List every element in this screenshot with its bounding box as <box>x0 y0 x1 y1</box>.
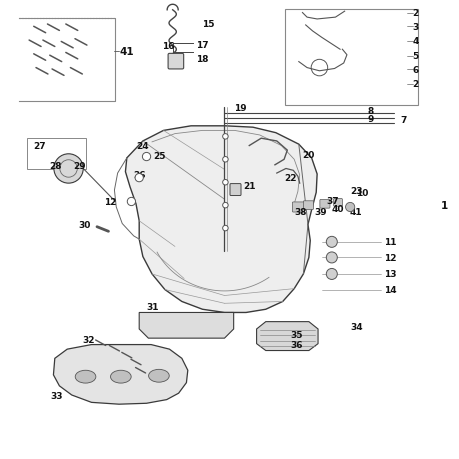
Text: 21: 21 <box>242 182 255 190</box>
Text: 41: 41 <box>348 207 361 217</box>
Text: 30: 30 <box>78 220 91 230</box>
Text: 12: 12 <box>104 197 116 207</box>
Text: 27: 27 <box>34 142 46 151</box>
Ellipse shape <box>110 370 131 383</box>
Text: 28: 28 <box>49 162 61 171</box>
Text: 18: 18 <box>195 55 207 64</box>
Text: 24: 24 <box>136 142 148 151</box>
Text: 41: 41 <box>119 47 134 57</box>
Text: 35: 35 <box>290 330 302 339</box>
Text: 37: 37 <box>325 196 338 206</box>
Text: 15: 15 <box>201 20 213 29</box>
Ellipse shape <box>148 369 169 382</box>
FancyBboxPatch shape <box>319 200 329 209</box>
Text: 7: 7 <box>400 116 406 125</box>
Text: 39: 39 <box>314 207 327 217</box>
Circle shape <box>325 252 336 263</box>
Circle shape <box>325 237 336 248</box>
Text: 23: 23 <box>349 186 362 195</box>
Text: 6: 6 <box>412 66 418 75</box>
Text: 20: 20 <box>302 151 314 160</box>
Circle shape <box>222 180 228 185</box>
Text: 2: 2 <box>412 80 418 89</box>
Text: 4: 4 <box>412 37 418 46</box>
Text: 33: 33 <box>50 391 62 400</box>
Text: 9: 9 <box>367 115 373 124</box>
Circle shape <box>127 198 135 206</box>
Polygon shape <box>125 127 316 313</box>
Circle shape <box>135 174 143 182</box>
Text: 17: 17 <box>195 41 208 50</box>
Text: 32: 32 <box>82 336 95 345</box>
FancyBboxPatch shape <box>285 10 417 106</box>
Text: 31: 31 <box>146 302 159 311</box>
Circle shape <box>345 203 354 212</box>
Text: 40: 40 <box>331 204 344 213</box>
Polygon shape <box>139 313 233 338</box>
Circle shape <box>222 134 228 140</box>
Circle shape <box>142 153 151 161</box>
Text: 2: 2 <box>412 9 418 18</box>
Text: 26: 26 <box>133 171 145 180</box>
Circle shape <box>222 157 228 162</box>
Text: 22: 22 <box>284 174 296 183</box>
Text: 25: 25 <box>153 152 165 161</box>
Text: 5: 5 <box>412 52 418 61</box>
FancyBboxPatch shape <box>292 202 304 213</box>
Text: 19: 19 <box>233 104 246 113</box>
Text: 13: 13 <box>383 270 395 279</box>
Text: 16: 16 <box>162 42 174 51</box>
Text: 11: 11 <box>383 238 395 247</box>
Circle shape <box>54 154 83 184</box>
Polygon shape <box>256 322 317 351</box>
Text: 8: 8 <box>367 107 373 116</box>
Text: 14: 14 <box>383 285 395 294</box>
FancyBboxPatch shape <box>303 202 313 210</box>
Polygon shape <box>53 345 187 404</box>
Text: 29: 29 <box>73 162 85 171</box>
Circle shape <box>325 269 336 280</box>
Ellipse shape <box>75 370 95 383</box>
FancyBboxPatch shape <box>168 54 183 70</box>
Circle shape <box>222 203 228 208</box>
Text: 3: 3 <box>412 23 418 32</box>
Text: 12: 12 <box>383 253 395 263</box>
FancyBboxPatch shape <box>333 199 341 207</box>
Text: 10: 10 <box>355 188 368 197</box>
FancyBboxPatch shape <box>27 139 86 170</box>
FancyBboxPatch shape <box>230 184 241 196</box>
Text: 34: 34 <box>349 322 362 331</box>
Text: 36: 36 <box>290 340 302 349</box>
Circle shape <box>222 226 228 231</box>
Text: 1: 1 <box>440 201 447 211</box>
Text: 38: 38 <box>294 207 306 217</box>
